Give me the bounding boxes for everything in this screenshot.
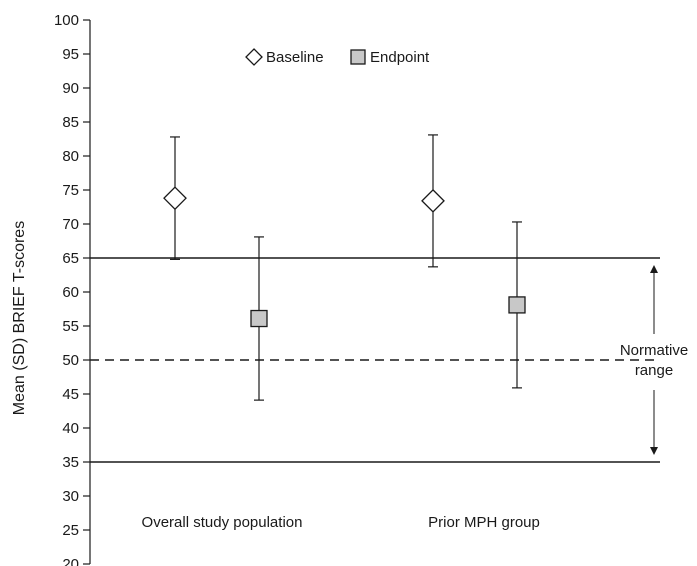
y-tick-label-30: 30 (62, 488, 79, 505)
category-label-1: Overall study population (142, 514, 303, 531)
y-tick-label-25: 25 (62, 522, 79, 539)
y-axis: 100 95 90 85 80 75 70 65 60 55 50 45 40 35 30 25 20 (54, 12, 91, 566)
baseline-2-point (421, 188, 445, 213)
y-tick-label-80: 80 (62, 148, 79, 165)
y-tick-label-65: 65 (62, 250, 79, 267)
y-tick-label-60: 60 (62, 284, 79, 301)
y-tick-label-90: 90 (62, 80, 79, 97)
range-arrow-upper-head (650, 265, 658, 273)
range-arrow-lower-head (650, 447, 658, 455)
y-tick-label-70: 70 (62, 216, 79, 233)
endpoint-1-point (250, 309, 268, 328)
y-tick-label-55: 55 (62, 318, 79, 335)
baseline-1-point (163, 186, 187, 211)
legend-label-baseline: Baseline (266, 49, 324, 66)
y-tick-label-40: 40 (62, 420, 79, 437)
y-tick-label-50: 50 (62, 352, 79, 369)
y-tick-label-45: 45 (62, 386, 79, 403)
y-tick-label-20: 20 (62, 556, 79, 566)
y-tick-label-35: 35 (62, 454, 79, 471)
y-tick-label-75: 75 (62, 182, 79, 199)
category-labels: Overall study population Prior MPH group (142, 514, 540, 531)
legend: Baseline Endpoint (245, 48, 430, 66)
y-tick-label-85: 85 (62, 114, 79, 131)
endpoint-2-point (508, 296, 526, 314)
reference-lines (90, 257, 660, 463)
legend-marker-endpoint (350, 49, 366, 65)
y-tick-label-100: 100 (54, 12, 79, 29)
legend-label-endpoint: Endpoint (370, 49, 430, 66)
normative-range-annotation: Normative range (620, 265, 688, 455)
normative-range-label-line-1: Normative (620, 342, 688, 359)
normative-range-label-line-2: range (635, 362, 673, 379)
category-label-2: Prior MPH group (428, 514, 540, 531)
y-axis-label: Mean (SD) BRIEF T-scores (11, 221, 28, 415)
y-tick-label-95: 95 (62, 46, 79, 63)
data-points (163, 186, 526, 328)
legend-marker-baseline (245, 48, 263, 66)
